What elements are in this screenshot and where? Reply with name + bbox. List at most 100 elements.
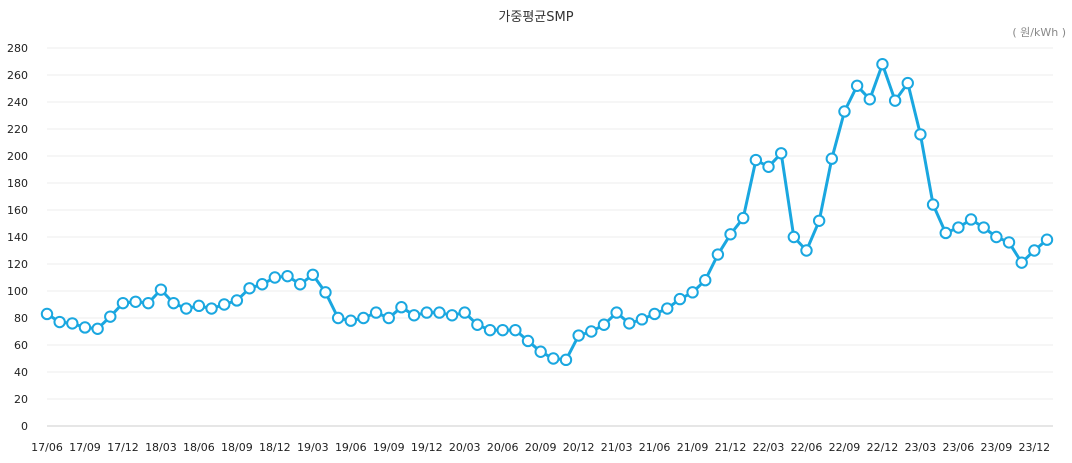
chart-title: 가중평균SMP (498, 10, 573, 25)
data-point[interactable]: 23/03: 216 (914, 128, 927, 141)
data-point[interactable]: 21/12: 142 (724, 228, 737, 241)
data-point[interactable]: 23/09: 140 (990, 230, 1003, 244)
data-point[interactable]: 20/02: 82 (445, 309, 459, 322)
data-point[interactable]: 17/09: 73 (78, 321, 92, 334)
data-point[interactable]: 17/12: 91 (116, 296, 130, 310)
data-point[interactable]: 21/02: 75 (597, 318, 611, 331)
data-point[interactable]: 18/02: 91 (142, 296, 155, 310)
data-point[interactable]: 19/12: 84 (420, 306, 433, 319)
data-point[interactable]: 19/04: 99 (319, 286, 332, 299)
data-point[interactable]: 20/10: 50 (547, 352, 560, 365)
data-point[interactable]: 17/06: 83 (40, 307, 54, 321)
data-point[interactable]: 18/10: 102 (243, 282, 256, 295)
data-point[interactable]: 23/07: 153 (964, 213, 978, 226)
data-point[interactable]: 19/06: 78 (344, 314, 357, 327)
x-tick-label: 18/03 (145, 441, 177, 454)
data-point[interactable]: 24/01: 138 (1040, 233, 1054, 246)
x-tick-label: 18/09 (221, 441, 253, 454)
data-point[interactable]: 19/08: 84 (369, 306, 383, 319)
data-point[interactable]: 22/09: 233 (838, 105, 851, 118)
data-point[interactable]: 20/01: 84 (433, 306, 446, 319)
data-point[interactable]: 21/05: 79 (635, 313, 649, 326)
x-tick-label: 22/03 (753, 441, 785, 454)
data-point[interactable]: 19/03: 112 (306, 268, 320, 281)
data-point[interactable]: 23/01: 241 (888, 94, 902, 107)
data-point[interactable]: 20/08: 63 (521, 334, 535, 348)
data-point[interactable]: 18/11: 105 (255, 278, 269, 291)
x-tick-label: 18/12 (259, 441, 291, 454)
data-point[interactable]: 22/02: 197 (749, 153, 763, 167)
data-point[interactable]: 23/10: 136 (1002, 236, 1016, 249)
data-point[interactable]: 23/08: 147 (977, 221, 990, 234)
data-point[interactable]: 17/07: 77 (53, 315, 66, 329)
data-point[interactable]: 23/05: 143 (939, 226, 952, 240)
y-tick-label: 120 (7, 258, 28, 271)
data-point[interactable]: 19/01: 111 (281, 269, 294, 283)
x-tick-label: 19/06 (335, 441, 367, 454)
data-point[interactable]: 19/05: 80 (331, 311, 345, 325)
data-point[interactable]: 20/09: 55 (534, 345, 547, 358)
data-point[interactable]: 23/06: 147 (952, 221, 965, 234)
data-point[interactable]: 18/09: 93 (230, 294, 244, 307)
x-tick-label: 23/06 (943, 441, 975, 454)
data-point[interactable]: 22/06: 130 (800, 244, 813, 257)
y-tick-label: 20 (14, 393, 28, 406)
data-point[interactable]: 20/12: 67 (572, 329, 585, 342)
data-point[interactable]: 18/03: 101 (154, 283, 168, 296)
data-point[interactable]: 22/11: 242 (863, 93, 876, 106)
data-point[interactable]: 18/06: 89 (192, 299, 206, 313)
data-point[interactable]: 20/03: 84 (458, 306, 471, 319)
data-point[interactable]: 23/02: 254 (901, 76, 914, 90)
data-point[interactable]: 23/11: 121 (1015, 256, 1028, 269)
data-point[interactable]: 22/08: 198 (825, 152, 839, 165)
data-point[interactable]: 22/12: 268 (876, 57, 889, 71)
data-point[interactable]: 23/04: 164 (926, 198, 940, 211)
data-point[interactable]: 19/09: 80 (382, 311, 395, 325)
x-tick-label: 17/09 (69, 441, 101, 454)
data-point[interactable]: 20/11: 49 (559, 353, 573, 367)
data-point[interactable]: 18/12: 110 (268, 271, 282, 284)
x-tick-label: 17/06 (31, 441, 63, 454)
data-point[interactable]: 22/03: 192 (762, 160, 775, 174)
y-tick-label: 240 (7, 96, 28, 109)
data-point[interactable]: 18/07: 87 (205, 302, 218, 315)
data-point[interactable]: 20/05: 71 (483, 323, 497, 337)
data-point[interactable]: 18/05: 87 (180, 302, 193, 315)
data-point[interactable]: 19/02: 105 (293, 278, 307, 291)
data-point[interactable]: 21/11: 127 (711, 248, 725, 261)
data-point[interactable]: 21/04: 76 (623, 317, 636, 330)
data-point[interactable]: 19/10: 88 (395, 301, 408, 314)
data-point[interactable]: 17/08: 76 (66, 317, 79, 330)
data-point[interactable]: 21/09: 99 (686, 286, 699, 299)
data-point[interactable]: 21/06: 83 (648, 307, 661, 321)
data-point[interactable]: 18/04: 91 (167, 296, 180, 310)
data-point[interactable]: 21/01: 70 (585, 325, 598, 338)
data-point[interactable]: 19/07: 80 (357, 311, 370, 325)
data-point[interactable]: 22/07: 152 (812, 214, 826, 228)
data-point[interactable]: 18/08: 90 (218, 298, 231, 311)
data-point[interactable]: 21/07: 87 (661, 302, 674, 315)
data-point[interactable]: 17/10: 72 (91, 322, 104, 335)
x-tick-label: 19/12 (411, 441, 443, 454)
data-point[interactable]: 19/11: 82 (407, 309, 421, 322)
y-tick-label: 180 (7, 177, 28, 190)
data-point[interactable]: 23/12: 130 (1028, 244, 1041, 257)
y-tick-label: 160 (7, 204, 28, 217)
data-point[interactable]: 21/08: 94 (673, 292, 687, 306)
data-point[interactable]: 18/01: 92 (129, 295, 142, 308)
y-tick-label: 140 (7, 231, 28, 244)
x-tick-label: 20/09 (525, 441, 557, 454)
data-point[interactable]: 22/05: 140 (787, 230, 801, 244)
data-point[interactable]: 22/01: 154 (737, 211, 750, 225)
x-tick-label: 21/09 (677, 441, 709, 454)
data-point[interactable]: 17/11: 81 (104, 310, 117, 323)
data-point[interactable]: 22/10: 252 (850, 79, 864, 93)
data-point[interactable]: 21/10: 108 (699, 274, 712, 287)
data-point[interactable]: 20/07: 71 (509, 323, 522, 337)
data-point[interactable]: 21/03: 84 (610, 306, 623, 319)
data-point[interactable]: 20/04: 75 (471, 318, 484, 331)
unit-label: ( 원/kWh ) (1012, 26, 1066, 39)
data-point[interactable]: 20/06: 71 (496, 323, 509, 337)
data-point[interactable]: 22/04: 202 (774, 147, 788, 160)
